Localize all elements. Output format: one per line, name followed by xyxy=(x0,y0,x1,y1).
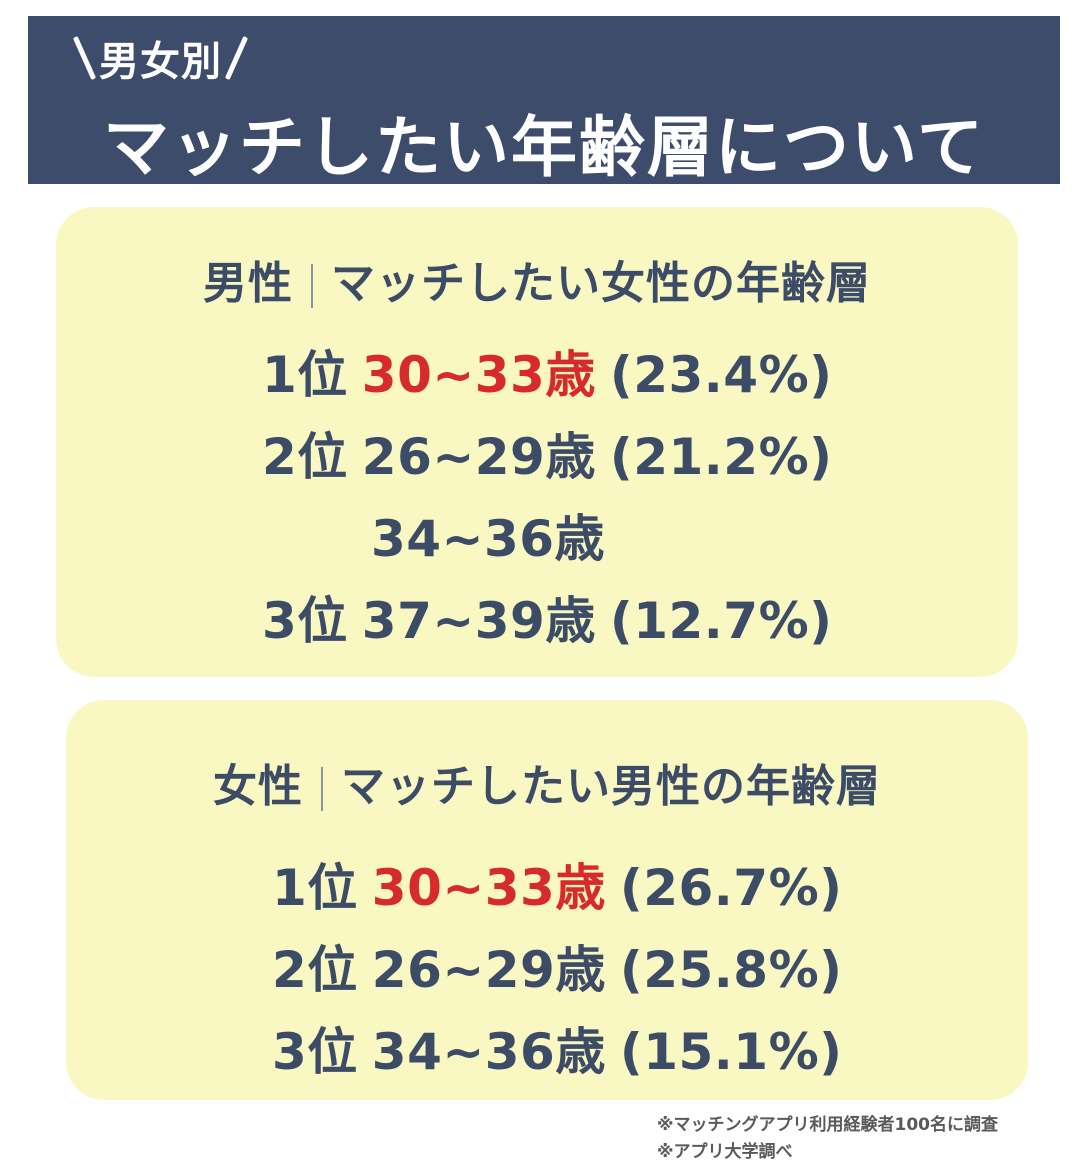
header-subtitle: 男女別 xyxy=(70,28,251,88)
men-rank-row-2-tie: 34~36歳 xyxy=(371,499,605,571)
rank-percent: (26.7%) xyxy=(619,859,843,917)
header-subtitle-text: 男女別 xyxy=(99,39,222,85)
men-card-title-label: マッチしたい女性の年齢層 xyxy=(331,258,871,309)
rank-age-highlight: 30~33歳 xyxy=(371,859,606,917)
header-banner: 男女別 マッチしたい年齢層について xyxy=(28,16,1060,186)
rank-label: 3位 xyxy=(262,592,348,650)
rank-percent: (21.2%) xyxy=(609,428,833,486)
women-rank-row-2: 2位 26~29歳 (25.8%) xyxy=(272,930,843,1002)
women-rank-row-1: 1位 30~33歳 (26.7%) xyxy=(272,848,843,920)
men-rank-row-1: 1位 30~33歳 (23.4%) xyxy=(262,335,833,407)
rank-age: 37~39歳 xyxy=(361,592,596,650)
rank-label: 2位 xyxy=(272,941,358,999)
women-rank-row-3: 3位 34~36歳 (15.1%) xyxy=(272,1012,843,1084)
slash-left-decoration xyxy=(72,35,97,81)
rank-label: 1位 xyxy=(262,346,348,404)
title-divider xyxy=(311,264,313,308)
women-card-title-gender: 女性 xyxy=(213,761,303,812)
men-rank-row-2: 2位 26~29歳 (21.2%) xyxy=(262,417,833,489)
rank-age: 26~29歳 xyxy=(371,941,606,999)
rank-label: 3位 xyxy=(272,1023,358,1081)
slash-right-decoration xyxy=(224,35,249,81)
rank-percent: (15.1%) xyxy=(619,1023,843,1081)
rank-age-highlight: 30~33歳 xyxy=(361,346,596,404)
header-title: マッチしたい年齢層について xyxy=(102,109,986,186)
men-card: 男性 マッチしたい女性の年齢層 1位 30~33歳 (23.4%) 2位 26~29歳(… xyxy=(56,207,1018,677)
footnote-survey: ※マッチングアプリ利用経験者100名に調査 xyxy=(657,1115,999,1135)
rank-percent: (23.4%) xyxy=(609,346,833,404)
men-card-title: 男性 マッチしたい女性の年齢層 xyxy=(56,247,1018,311)
rank-age: 34~36歳 xyxy=(371,1023,606,1081)
rank-label: 2位 xyxy=(262,428,348,486)
women-card-title-label: マッチしたい男性の年齢層 xyxy=(341,761,881,812)
footnote-source: ※アプリ大学調べ xyxy=(657,1142,793,1162)
men-rank-row-3: 3位 37~39歳 (12.7%) xyxy=(262,581,833,653)
rank-percent: (25.8%) xyxy=(619,941,843,999)
title-divider xyxy=(321,767,323,811)
men-card-title-gender: 男性 xyxy=(203,258,293,309)
women-card-title: 女性 マッチしたい男性の年齢層 xyxy=(66,750,1028,814)
women-card: 女性 マッチしたい男性の年齢層 1位 30~33歳 (26.7%) 2位 26~29歳(… xyxy=(66,700,1028,1100)
rank-label: 1位 xyxy=(272,859,358,917)
footnotes: ※マッチングアプリ利用経験者100名に調査 ※アプリ大学調べ xyxy=(657,1112,998,1166)
rank-age: 34~36歳 xyxy=(371,510,606,568)
rank-percent: (12.7%) xyxy=(609,592,833,650)
rank-age: 26~29歳 xyxy=(361,428,596,486)
